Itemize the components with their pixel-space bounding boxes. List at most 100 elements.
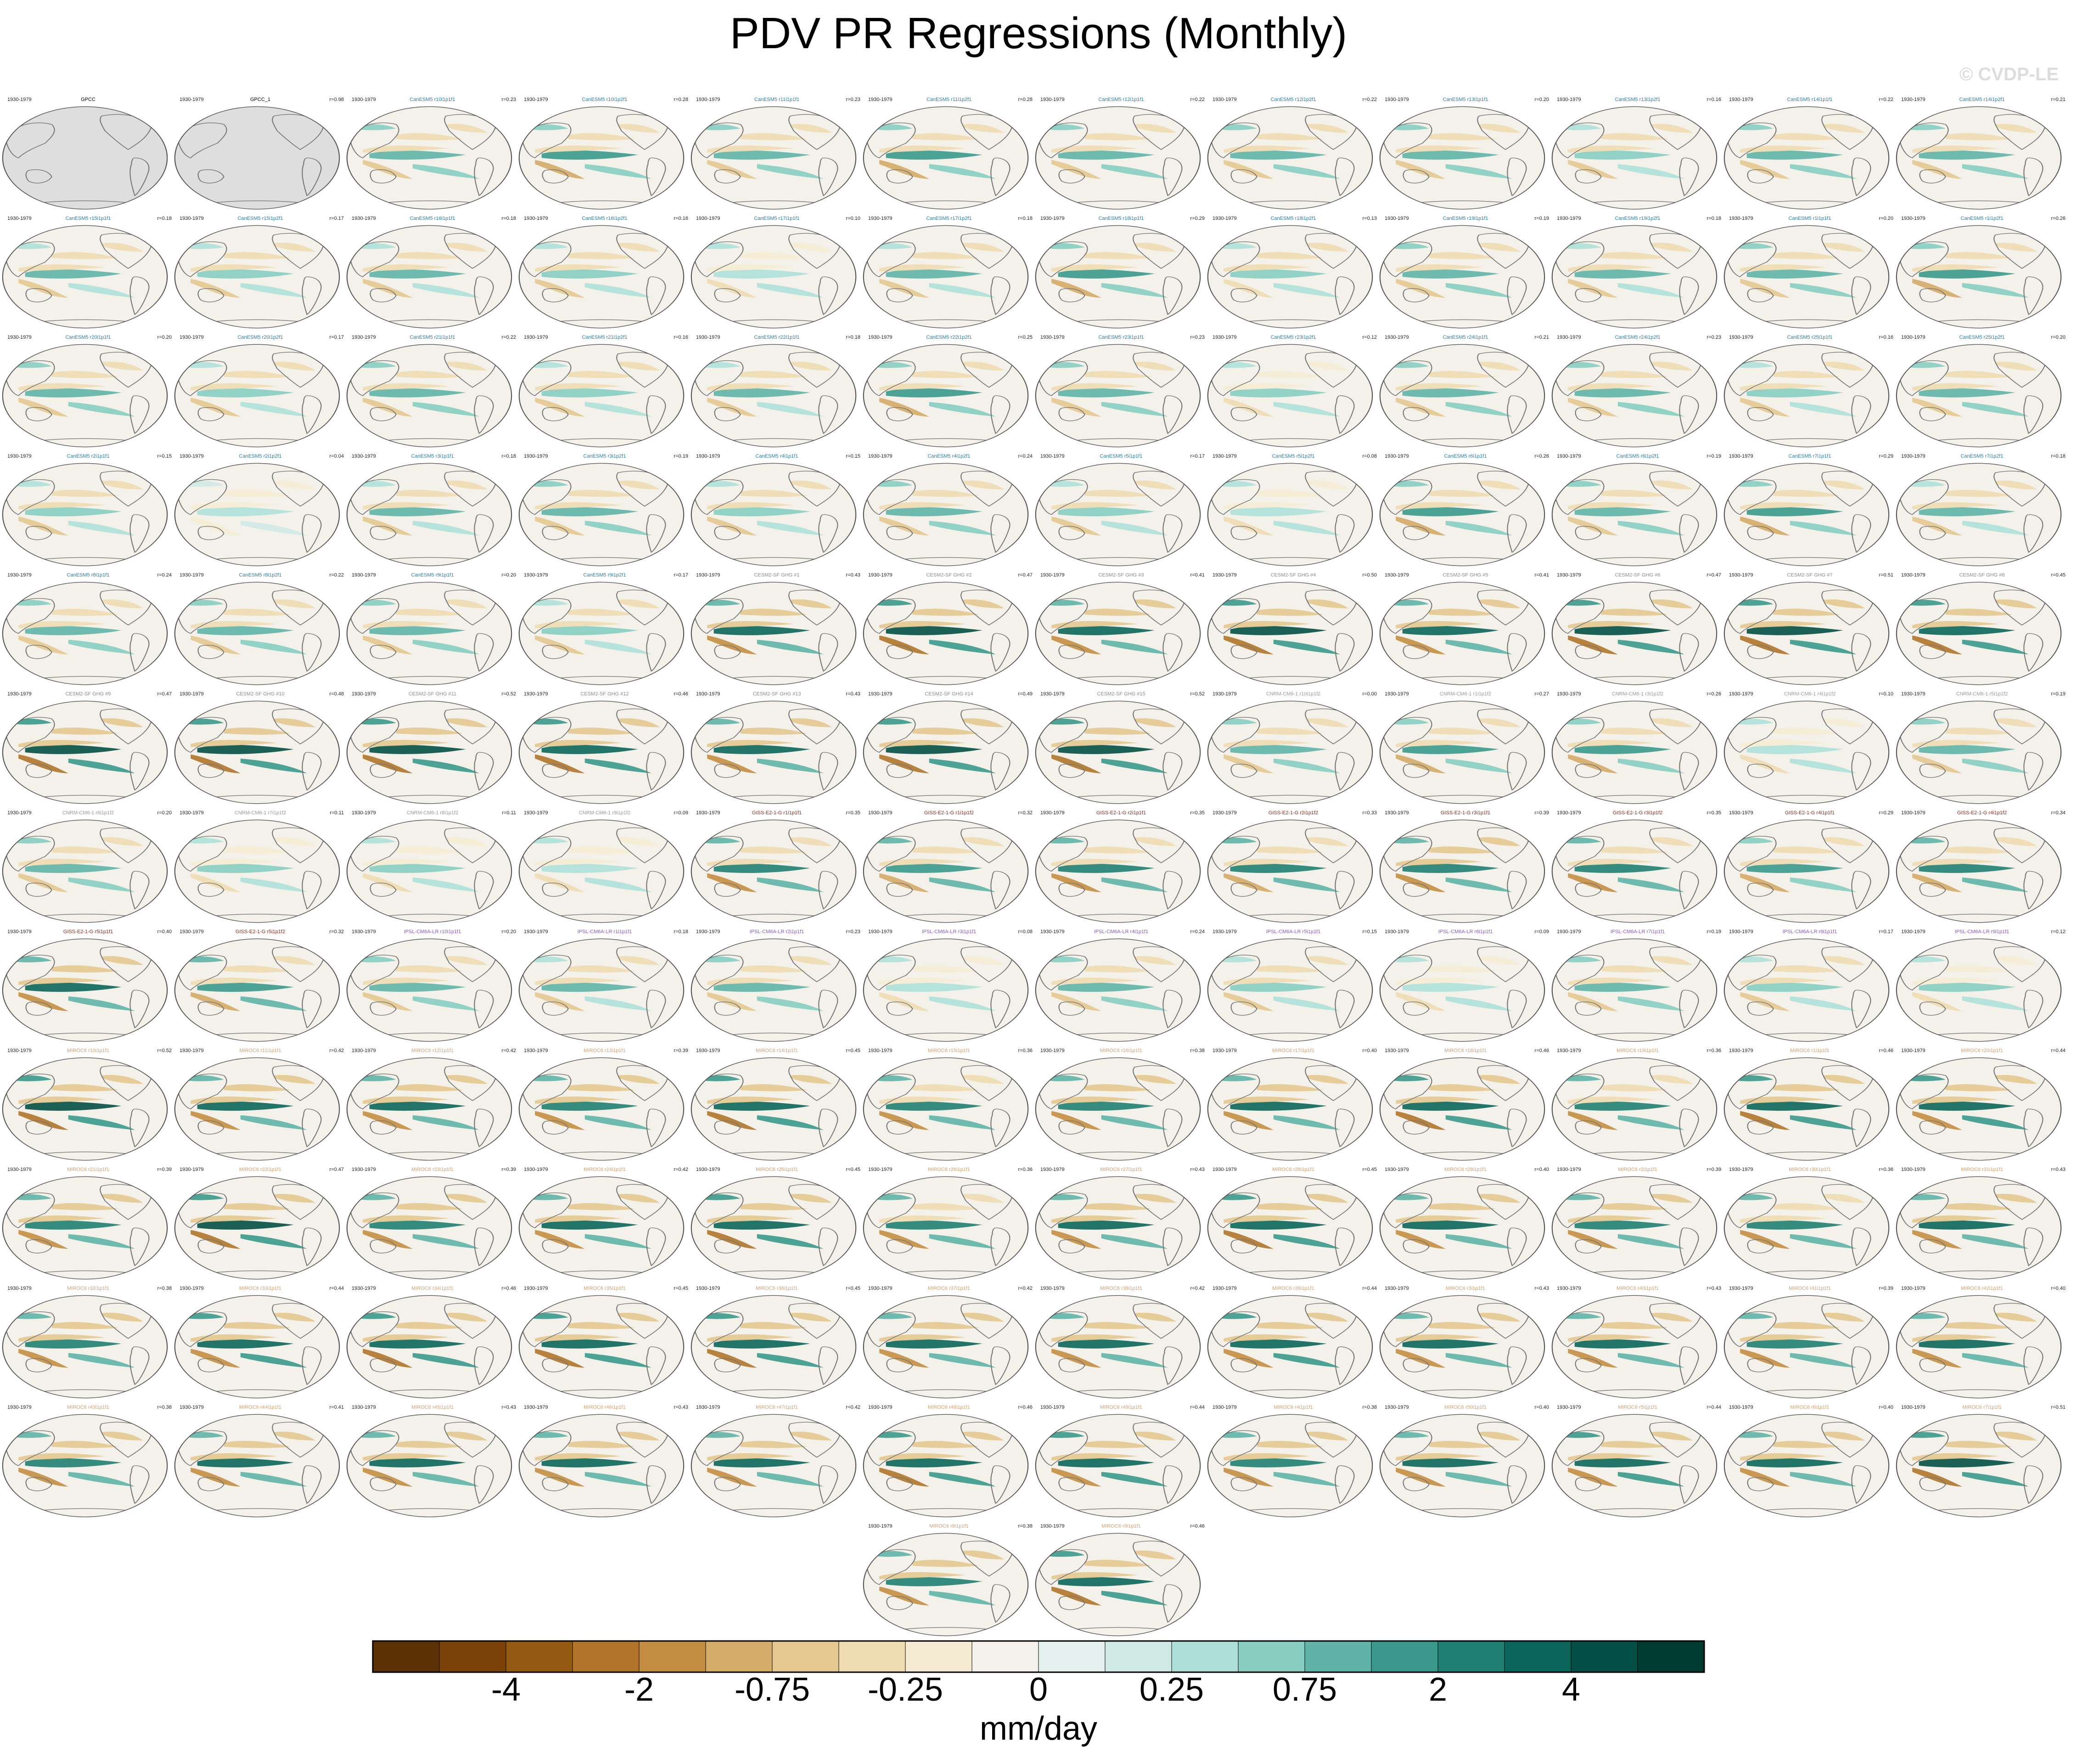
precip-anomaly-region xyxy=(1740,398,1790,417)
precip-anomaly-region xyxy=(1051,160,1101,179)
precip-anomaly-region xyxy=(197,1101,294,1111)
panel-period: 1930-1979 xyxy=(1557,1048,1581,1053)
precip-anomaly-region xyxy=(1396,264,1482,272)
precip-anomaly-region xyxy=(1224,754,1274,773)
precip-anomaly-region xyxy=(1912,1467,1962,1487)
precip-anomaly-region xyxy=(363,754,413,773)
coastline xyxy=(521,1073,572,1109)
map-outline xyxy=(863,225,1029,329)
precip-anomaly-region xyxy=(962,837,1004,846)
precip-anomaly-region xyxy=(25,388,122,398)
precip-anomaly-region xyxy=(1058,1101,1155,1111)
precip-anomaly-region xyxy=(1740,977,1827,985)
precip-anomaly-region xyxy=(25,269,122,279)
precip-anomaly-region xyxy=(51,965,118,973)
precip-anomaly-region xyxy=(912,252,979,259)
panel-period: 1930-1979 xyxy=(868,572,893,578)
coastline xyxy=(474,157,494,196)
map-panel: 1930-1979 IPSL-CM6A-LR r10i1p1f1 r=0.20 xyxy=(346,929,519,1046)
map-panel: 1930-1979 CESM2-SF GHG #13 r=0.43 xyxy=(690,691,863,808)
precip-anomaly-region xyxy=(1084,1441,1151,1448)
precip-anomaly-region xyxy=(363,1453,449,1461)
panel-period: 1930-1979 xyxy=(1385,572,1409,578)
precip-anomaly-region xyxy=(197,1339,294,1349)
precip-anomaly-region xyxy=(1574,863,1671,873)
panel-period: 1930-1979 xyxy=(1213,810,1237,816)
map-panel: 1930-1979 MIROC6 r48i1p1f1 r=0.46 xyxy=(863,1404,1035,1522)
precip-anomaly-region xyxy=(224,609,291,616)
panel-member-name: MIROC6 r8i1p1f1 xyxy=(929,1523,969,1529)
precip-anomaly-region xyxy=(446,242,488,252)
precip-anomaly-region xyxy=(1230,863,1327,873)
coastline xyxy=(521,479,572,515)
precip-anomaly-region xyxy=(240,1115,307,1130)
map-panel: 1930-1979 MIROC6 r47i1p1f1 r=0.42 xyxy=(690,1404,863,1522)
precip-anomaly-region xyxy=(1790,164,1857,179)
precip-anomaly-region xyxy=(1568,398,1618,417)
panel-member-name: CanESM5 r22i1p1f1 xyxy=(754,335,800,340)
panel-pattern-correlation: r=0.45 xyxy=(1362,1167,1377,1172)
precip-anomaly-region xyxy=(757,1353,824,1368)
coastline xyxy=(1554,717,1605,753)
map-field xyxy=(1379,344,1545,448)
coastline xyxy=(818,633,838,672)
precip-anomaly-region xyxy=(568,133,635,140)
map-field xyxy=(1379,225,1545,329)
precip-anomaly-region xyxy=(1617,164,1684,179)
map-outline xyxy=(346,700,512,804)
map-field xyxy=(2,700,168,804)
map-outline xyxy=(863,582,1029,685)
coastline xyxy=(1575,1358,1602,1372)
precip-anomaly-region xyxy=(879,160,929,179)
panel-period: 1930-1979 xyxy=(1557,216,1581,221)
precip-anomaly-region xyxy=(1740,739,1827,747)
precip-anomaly-region xyxy=(790,361,832,371)
panel-pattern-correlation: r=0.20 xyxy=(501,929,516,935)
precip-anomaly-region xyxy=(1396,516,1446,536)
precip-anomaly-region xyxy=(1601,133,1668,140)
map-outline xyxy=(863,1295,1029,1399)
precip-anomaly-region xyxy=(535,873,585,892)
map-panel: 1930-1979 MIROC6 r30i1p1f1 r=0.36 xyxy=(1723,1166,1896,1284)
precip-anomaly-region xyxy=(18,1230,68,1249)
precip-anomaly-region xyxy=(541,1220,638,1230)
map-field xyxy=(1551,1176,1718,1280)
precip-anomaly-region xyxy=(68,639,135,655)
map-panel: 1930-1979 MIROC6 r44i1p1f1 r=0.41 xyxy=(174,1404,347,1522)
precip-anomaly-region xyxy=(757,1472,824,1487)
coastline xyxy=(474,1109,494,1148)
coastline xyxy=(5,1430,55,1466)
precip-anomaly-region xyxy=(912,133,979,140)
coastline xyxy=(521,598,572,634)
coastline xyxy=(2023,990,2043,1029)
precip-anomaly-region xyxy=(1396,1453,1482,1461)
coastline xyxy=(2023,514,2043,553)
precip-anomaly-region xyxy=(535,1215,622,1223)
map-field xyxy=(863,106,1029,210)
map-field xyxy=(174,344,340,448)
precip-anomaly-region xyxy=(962,361,1004,371)
panel-period: 1930-1979 xyxy=(352,572,376,578)
precip-anomaly-region xyxy=(541,626,638,635)
panel-period: 1930-1979 xyxy=(352,929,376,935)
precip-anomaly-region xyxy=(274,480,315,490)
precip-anomaly-region xyxy=(191,977,277,985)
precip-anomaly-region xyxy=(541,1101,638,1111)
precip-anomaly-region xyxy=(568,252,635,259)
precip-anomaly-region xyxy=(1134,1431,1176,1441)
precip-anomaly-region xyxy=(363,279,413,298)
precip-anomaly-region xyxy=(1402,1339,1499,1349)
map-field xyxy=(1551,819,1718,923)
coastline xyxy=(1919,169,1946,184)
precip-anomaly-region xyxy=(1912,621,1999,628)
panel-period: 1930-1979 xyxy=(180,335,204,340)
coastline xyxy=(1747,1477,1774,1491)
coastline xyxy=(865,1073,916,1109)
precip-anomaly-region xyxy=(1084,133,1151,140)
precip-anomaly-region xyxy=(1919,150,2015,160)
coastline xyxy=(1919,763,1946,778)
panel-period: 1930-1979 xyxy=(1557,1167,1581,1172)
precip-anomaly-region xyxy=(1479,1431,1521,1441)
precip-anomaly-region xyxy=(1912,739,1999,747)
panel-pattern-correlation: r=0.45 xyxy=(674,1286,689,1291)
